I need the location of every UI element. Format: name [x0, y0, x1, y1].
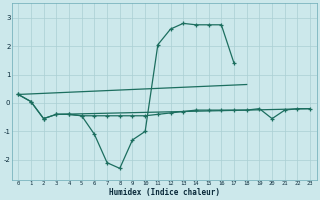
X-axis label: Humidex (Indice chaleur): Humidex (Indice chaleur) — [109, 188, 220, 197]
